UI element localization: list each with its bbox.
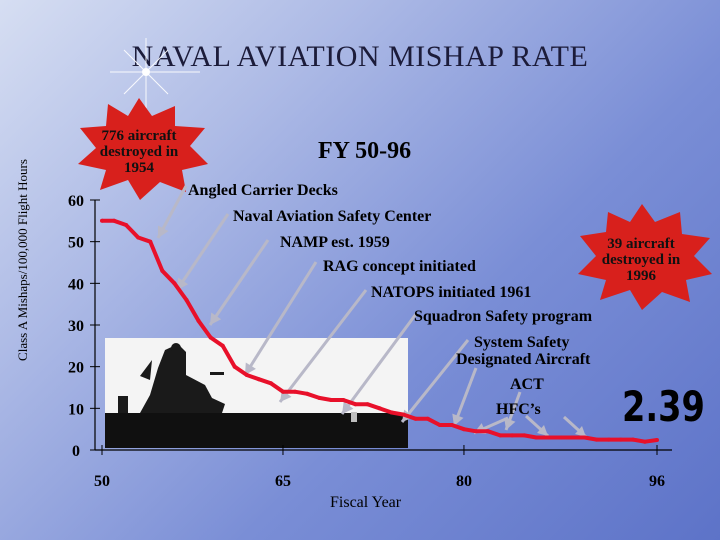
data-point [413, 416, 418, 421]
x-axis-label: Fiscal Year [330, 494, 402, 511]
data-point [437, 423, 442, 427]
data-point [329, 398, 334, 402]
data-point [630, 437, 635, 442]
starburst-left-line-3: 1954 [124, 160, 154, 176]
data-point [425, 416, 430, 421]
y-tick-label: 10 [68, 401, 84, 418]
slide-title: NAVAL AVIATION MISHAP RATE [131, 40, 589, 73]
starburst-right [578, 204, 712, 310]
data-point [100, 218, 104, 223]
x-tick-label: 65 [275, 473, 291, 490]
starburst-right-line-2: destroyed in [601, 252, 681, 268]
fiscal-range-label: FY 50-96 [318, 138, 412, 164]
data-point [582, 435, 587, 440]
y-tick-label: 50 [68, 235, 84, 252]
starburst-right-line-3: 1996 [626, 268, 656, 284]
x-tick-label: 80 [456, 473, 472, 490]
data-point [389, 410, 394, 415]
data-point [196, 318, 201, 323]
starburst-left-line-2: destroyed in [99, 144, 179, 160]
data-point [606, 437, 611, 442]
callout-arrow [156, 185, 188, 239]
starburst-left [78, 98, 208, 200]
data-point [148, 239, 153, 244]
data-point [462, 427, 466, 432]
starburst-right-line-1: 39 aircraft [607, 236, 675, 252]
data-point [486, 429, 491, 434]
starburst-right-text: 39 aircraft destroyed in 1996 [588, 236, 694, 284]
annotation-squadron-safety: Squadron Safety program [414, 308, 593, 325]
data-point [281, 389, 285, 394]
data-point [244, 373, 249, 377]
y-tick-label: 20 [68, 360, 84, 377]
y-tick-label: 40 [68, 276, 84, 293]
x-tick-label: 96 [649, 473, 665, 490]
data-point [136, 235, 141, 240]
data-point [510, 433, 515, 438]
current-rate-value: 2.39 [622, 382, 705, 431]
starburst-left-line-1: 776 aircraft [101, 128, 177, 144]
data-point [655, 438, 659, 442]
data-point [341, 398, 346, 402]
annotation-designated-aircraft: Designated Aircraft [456, 351, 591, 368]
annotation-hfcs: HFC’s [496, 401, 541, 418]
data-point [534, 435, 539, 440]
callout-arrow [243, 261, 318, 376]
data-point [546, 435, 551, 440]
data-point [317, 395, 322, 400]
data-point [353, 402, 358, 407]
annotation-namp: NAMP est. 1959 [280, 234, 390, 251]
data-point [498, 433, 503, 438]
annotation-angled-carrier-decks: Angled Carrier Decks [188, 182, 338, 199]
data-point [377, 406, 382, 411]
data-point [558, 435, 563, 440]
annotation-rag: RAG concept initiated [323, 258, 476, 275]
data-point [474, 429, 478, 434]
annotation-safety-center: Naval Aviation Safety Center [233, 208, 432, 225]
data-point [184, 298, 189, 302]
data-point [618, 437, 623, 442]
data-point [232, 364, 237, 369]
x-tick-label: 50 [94, 473, 110, 490]
callout-arrow [208, 239, 270, 326]
data-point [172, 281, 177, 286]
data-point [268, 381, 273, 386]
callout-arrow [524, 414, 550, 438]
data-point [256, 377, 261, 382]
data-point [112, 218, 117, 223]
carrier-deck-photo [105, 338, 408, 448]
annotation-natops: NATOPS initiated 1961 [371, 284, 532, 301]
data-point [365, 402, 370, 407]
data-point [449, 423, 454, 427]
data-point [124, 223, 129, 227]
data-point [570, 435, 575, 440]
annotation-system-safety: System Safety [474, 334, 570, 351]
callout-arrow [340, 313, 418, 415]
callout-arrow [504, 391, 522, 431]
y-tick-label: 30 [68, 318, 84, 335]
callout-arrow [175, 213, 230, 291]
data-point [594, 437, 599, 442]
title-flare-icon [110, 38, 200, 108]
data-point [522, 433, 527, 438]
data-point [160, 268, 165, 273]
starburst-left-text: 776 aircraft destroyed in 1954 [84, 128, 194, 176]
y-tick-label: 0 [72, 443, 80, 460]
y-tick-label: 60 [68, 193, 84, 210]
data-point [293, 389, 297, 394]
callout-arrow [452, 367, 478, 427]
data-point [208, 335, 213, 340]
callout-arrow [562, 415, 588, 439]
data-point [401, 412, 406, 417]
annotation-act: ACT [510, 376, 544, 393]
data-point [642, 439, 647, 444]
data-point [305, 391, 310, 396]
data-point [220, 343, 225, 348]
